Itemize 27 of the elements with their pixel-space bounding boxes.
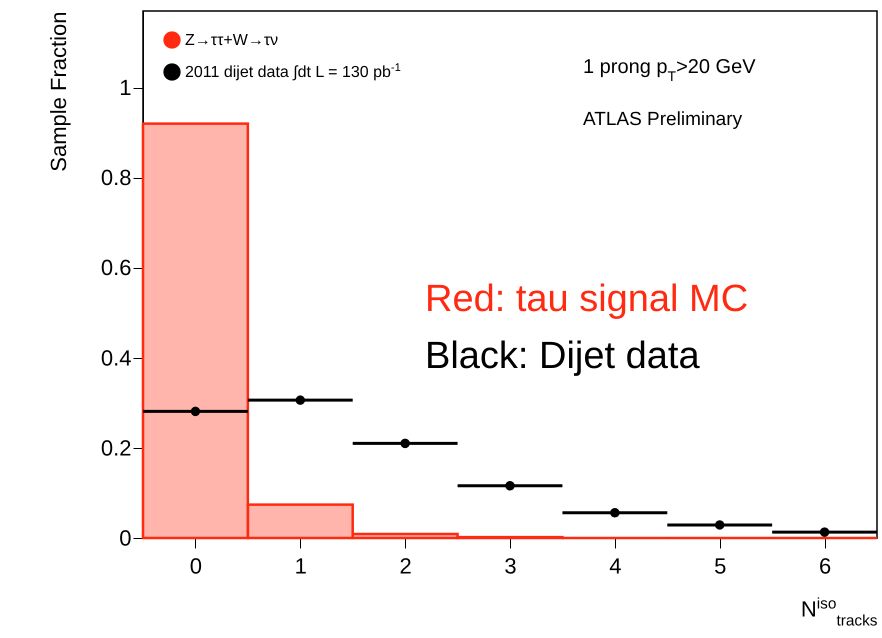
x-tick-label: 6 [818, 554, 832, 578]
point [714, 520, 724, 530]
annotation: ATLAS Preliminary [583, 109, 743, 130]
legend-label: 2011 dijet data ∫dt L = 130 pb$^{-1}$ [185, 62, 401, 81]
y-tick-label: 0.6 [100, 255, 132, 280]
y-tick-label: 0.2 [100, 435, 132, 460]
y-tick-label: 0.4 [100, 345, 132, 370]
annotation: 1 prong p$_{T}$>20 GeV [583, 56, 756, 84]
annotation: Black: Dijet data [425, 335, 700, 377]
x-tick-label: 4 [609, 554, 622, 578]
y-axis-title: Sample Fraction [46, 12, 71, 172]
point [296, 395, 306, 405]
point [400, 438, 410, 448]
x-tick-label: 2 [400, 554, 412, 578]
x-tick-label: 5 [714, 554, 726, 578]
y-tick-label: 0.8 [100, 165, 132, 190]
y-tick-label: 1 [119, 75, 132, 100]
x-tick-label: 3 [504, 554, 517, 578]
x-tick-label: 0 [190, 554, 202, 578]
point [190, 406, 200, 416]
point [820, 527, 830, 537]
annotation: Red: tau signal MC [425, 278, 748, 320]
point [610, 508, 620, 518]
legend-label: Z→ττ+W→τν [185, 32, 278, 49]
x-tick-label: 1 [294, 554, 307, 578]
point [505, 481, 515, 490]
y-tick-label: 0 [119, 526, 132, 550]
